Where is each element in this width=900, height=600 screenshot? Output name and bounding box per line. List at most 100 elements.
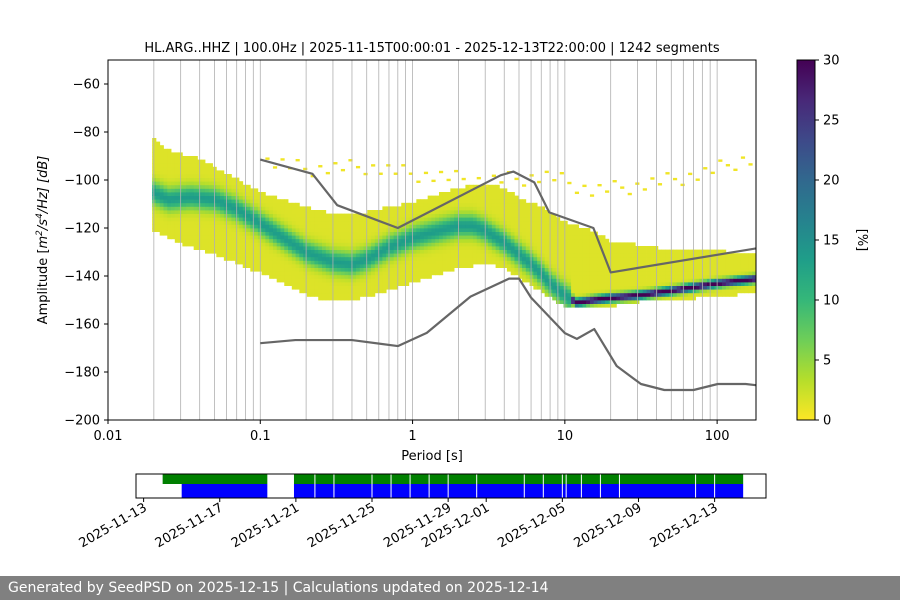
psd-cell — [303, 267, 308, 272]
psd-cell — [725, 271, 730, 276]
psd-cell — [238, 188, 244, 193]
psd-cell — [431, 246, 436, 250]
psd-cell — [450, 246, 455, 250]
psd-cell — [503, 217, 508, 222]
psd-cell — [201, 166, 206, 171]
psd-cell — [359, 282, 364, 286]
psd-cell — [231, 184, 236, 189]
psd-cell — [476, 199, 481, 204]
psd-cell — [382, 235, 387, 240]
psd-cell — [405, 206, 410, 211]
psd-cell — [476, 217, 481, 222]
psd-cell — [189, 166, 195, 171]
psd-cell — [540, 289, 546, 294]
psd-cell — [431, 271, 436, 276]
psd-cell — [242, 256, 247, 261]
psd-cell — [321, 246, 327, 250]
psd-cell — [201, 224, 206, 229]
psd-cell — [514, 253, 519, 258]
psd-cell — [272, 202, 278, 207]
psd-cell — [510, 256, 515, 261]
psd-cell — [272, 246, 278, 250]
psd-cell — [646, 278, 651, 283]
psd-cell — [586, 264, 591, 268]
psd-cell — [397, 213, 402, 218]
psd-cell — [548, 256, 553, 261]
timeline-bars — [162, 474, 744, 498]
psd-cell — [329, 224, 334, 229]
psd-cell — [435, 271, 440, 276]
psd-cell — [208, 199, 213, 204]
psd-cell — [537, 260, 542, 265]
y-tick-label: −140 — [64, 270, 100, 285]
psd-cell — [744, 256, 749, 261]
psd-cell — [303, 235, 308, 240]
psd-cell — [246, 210, 251, 214]
psd-cell — [238, 228, 244, 232]
psd-cell — [661, 264, 666, 268]
psd-cell — [563, 282, 568, 286]
psd-cell — [484, 202, 489, 207]
psd-cell — [676, 253, 681, 258]
psd-cell — [571, 274, 576, 279]
psd-cell — [299, 289, 304, 294]
psd-cell-sparse — [710, 171, 715, 175]
psd-cell-sparse — [499, 181, 504, 184]
psd-cell — [155, 148, 161, 153]
psd-cell — [639, 256, 644, 261]
psd-cell — [306, 210, 312, 214]
psd-cell — [374, 235, 379, 240]
psd-cell — [386, 217, 391, 222]
psd-cell — [408, 246, 413, 250]
psd-cell — [612, 292, 617, 297]
psd-cell — [529, 235, 534, 240]
psd-cell — [450, 242, 455, 247]
psd-cell — [612, 242, 617, 247]
psd-cell — [337, 238, 342, 243]
psd-cell — [329, 289, 334, 294]
psd-cell — [612, 253, 617, 258]
psd-cell — [420, 210, 425, 214]
psd-cell — [676, 278, 681, 283]
psd-cell — [314, 264, 319, 268]
psd-cell — [318, 224, 323, 229]
psd-cell — [461, 188, 466, 193]
psd-cell — [631, 253, 636, 258]
psd-cell — [646, 271, 651, 276]
psd-cell — [295, 202, 300, 207]
psd-cell — [533, 249, 538, 254]
psd-cell — [571, 271, 576, 276]
psd-cell — [559, 292, 564, 297]
psd-cell — [688, 282, 693, 286]
psd-cell — [182, 156, 187, 160]
psd-cell — [567, 303, 572, 308]
psd-cell — [325, 242, 330, 247]
psd-cell — [469, 256, 474, 261]
psd-cell — [733, 274, 738, 279]
psd-cell — [412, 242, 417, 247]
psd-cell — [650, 260, 655, 265]
psd-cell — [397, 271, 402, 276]
psd-cell — [321, 278, 327, 283]
psd-cell — [465, 260, 470, 265]
psd-cell — [525, 210, 530, 214]
psd-cell — [605, 274, 610, 279]
psd-cell-sparse — [378, 172, 383, 175]
psd-cell — [431, 260, 436, 265]
timeline-tick-label: 2025-11-17 — [153, 500, 226, 551]
psd-cell — [688, 253, 693, 258]
psd-cell — [438, 260, 444, 265]
psd-cell-sparse — [438, 170, 444, 174]
psd-cell — [208, 249, 213, 254]
psd-cell — [220, 235, 225, 240]
psd-cell — [593, 256, 598, 261]
psd-cell — [510, 228, 515, 232]
psd-cell — [582, 246, 587, 250]
psd-cell — [265, 242, 270, 247]
psd-cell — [393, 282, 398, 286]
psd-cell — [725, 292, 730, 297]
timeline-tick-label: 2025-11-13 — [77, 500, 150, 551]
psd-cell — [476, 213, 481, 218]
psd-cell — [593, 253, 598, 258]
psd-cell — [340, 242, 346, 247]
